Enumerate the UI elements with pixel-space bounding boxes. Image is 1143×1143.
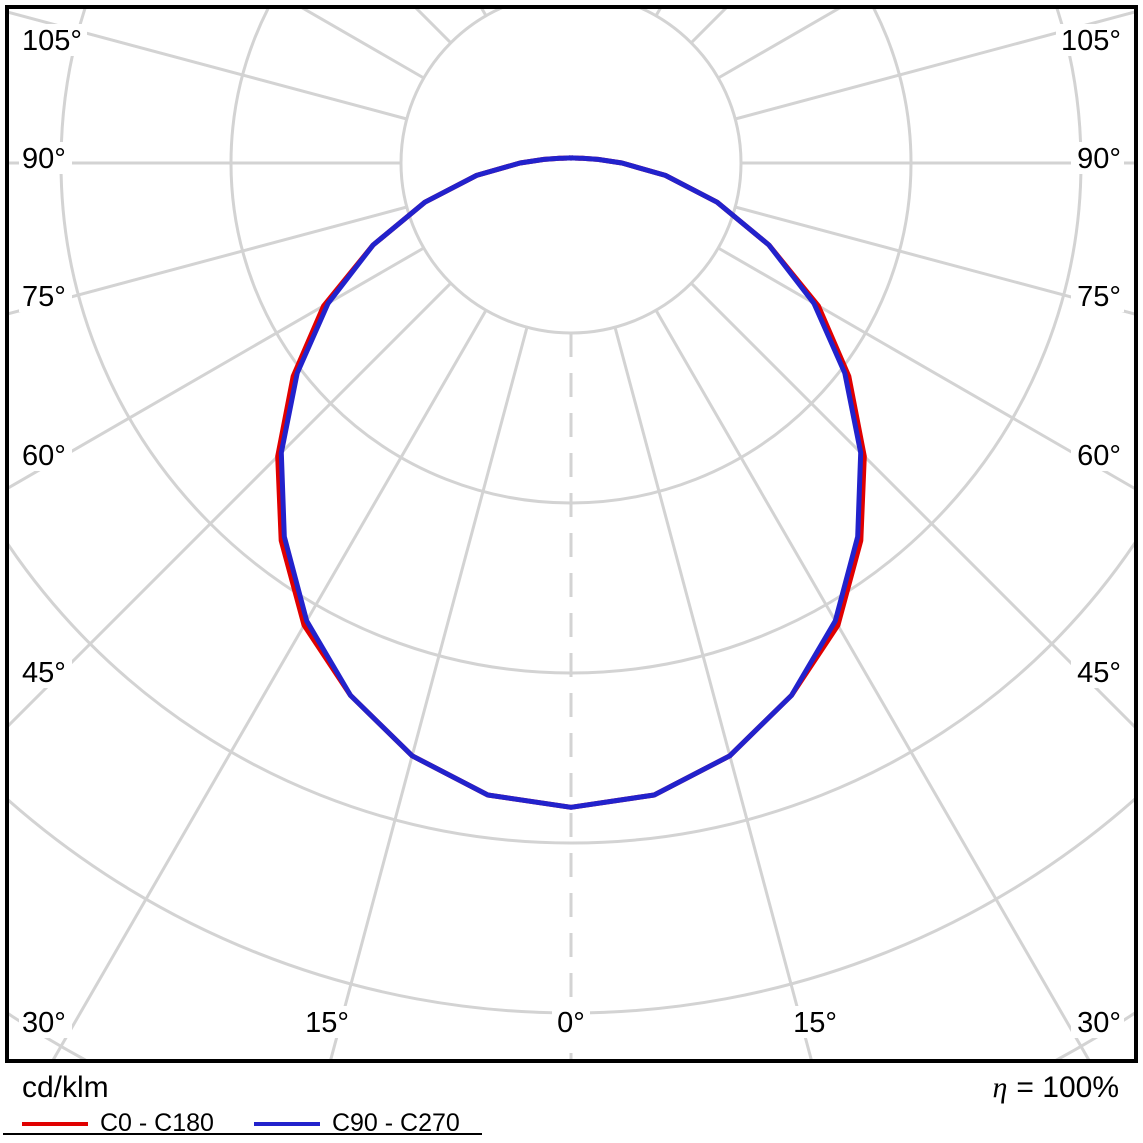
polar-diagram-frame: 105° 105° 90° 90° 75° 75° 60° 60° 45° 45° 30° 30° 15…: [5, 5, 1138, 1063]
angle-label-bg: [19, 142, 72, 174]
angle-label: 15°: [793, 1007, 837, 1039]
angle-label-bg: [19, 1006, 72, 1038]
angle-label: 90°: [1077, 143, 1121, 175]
polar-grid-radial: [734, 205, 1134, 316]
angle-label: 0°: [557, 1007, 585, 1039]
angle-label: 105°: [22, 25, 82, 57]
polar-grid-ring: [9, 541, 1134, 845]
angle-label-bg: [788, 1006, 842, 1038]
angle-label: 30°: [22, 1007, 66, 1039]
polar-grid-radial: [734, 10, 1134, 121]
polar-grid-radial: [613, 326, 813, 1059]
angle-label-bg: [19, 439, 72, 471]
angle-label: 75°: [1077, 281, 1121, 313]
efficiency-label: η = 100%: [993, 1071, 1119, 1105]
angle-label: 105°: [1061, 25, 1121, 57]
angle-label-bg: [1056, 24, 1124, 56]
legend-item-c0-c180: C0 - C180: [22, 1109, 214, 1138]
polar-grid-radial: [717, 246, 1134, 490]
angle-label-bg: [1071, 1006, 1124, 1038]
polar-grid-radial: [654, 309, 1091, 1059]
eta-value: = 100%: [1016, 1071, 1119, 1104]
angle-label: 90°: [22, 143, 66, 175]
angle-label: 60°: [1077, 440, 1121, 472]
curve-c90-c270: [278, 155, 864, 810]
angle-label: 15°: [305, 1007, 349, 1039]
polar-chart: 105° 105° 90° 90° 75° 75° 60° 60° 45° 45° 30° 30° 15…: [9, 9, 1134, 1059]
angle-label-bg: [19, 24, 87, 56]
angle-label-bg: [1071, 142, 1124, 174]
angle-label: 45°: [1077, 657, 1121, 689]
legend-item-c90-c270: C90 - C270: [253, 1109, 460, 1138]
angle-label-bg: [300, 1006, 354, 1038]
polar-grid-radial: [9, 282, 452, 728]
legend: C0 - C180 C90 - C270: [22, 1109, 460, 1138]
legend-underline: [3, 1133, 482, 1135]
polar-grid-radial: [9, 246, 425, 490]
polar-grid-radial: [654, 9, 662, 17]
angle-label-bg: [1071, 439, 1124, 471]
polar-grid-radial: [51, 309, 488, 1059]
legend-label-c90-c270: C90 - C270: [331, 1109, 460, 1137]
angle-label-bg: [1071, 656, 1124, 688]
polar-grid-radial: [9, 205, 408, 316]
polar-grid-radial: [329, 326, 529, 1059]
footer: cd/klm η = 100% C0 - C180 C90 - C270: [0, 1063, 1143, 1143]
polar-grid-radial: [690, 282, 1134, 729]
angle-label: 45°: [22, 657, 66, 689]
angle-label: 75°: [22, 281, 66, 313]
angle-label-bg: [19, 656, 72, 688]
angle-label-bg: [552, 1006, 590, 1038]
angle-label: 60°: [22, 440, 66, 472]
r-axis-unit-label: cd/klm: [22, 1071, 109, 1104]
legend-swatch-c90-c270: [253, 1121, 320, 1126]
angle-label-bg: [1071, 280, 1124, 312]
polar-grid-radial: [480, 9, 488, 17]
polar-grid-radial: [9, 10, 408, 121]
angle-label: 30°: [1077, 1007, 1121, 1039]
legend-swatch-c0-c180: [22, 1121, 88, 1126]
angle-label-bg: [19, 280, 72, 312]
polar-grid-ring: [399, 9, 743, 335]
eta-symbol: η: [992, 1071, 1008, 1104]
legend-label-c0-c180: C0 - C180: [100, 1109, 214, 1137]
